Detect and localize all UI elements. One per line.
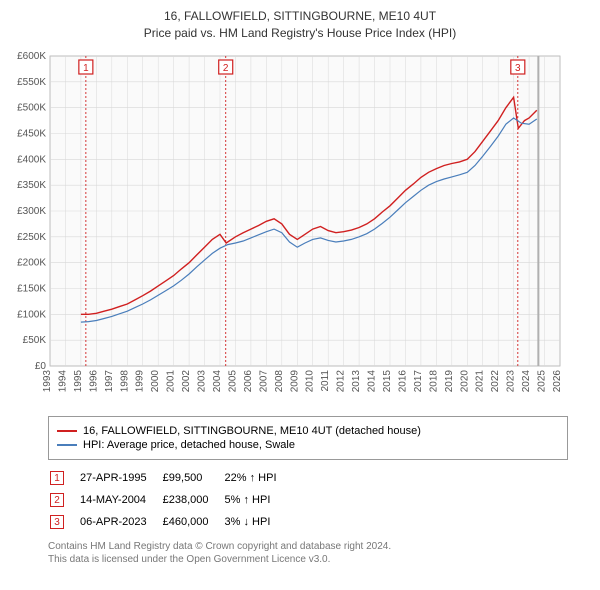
svg-text:2012: 2012 [336,369,347,392]
legend-box: 16, FALLOWFIELD, SITTINGBOURNE, ME10 4UT… [48,416,568,460]
svg-text:1: 1 [83,63,89,74]
legend-row: 16, FALLOWFIELD, SITTINGBOURNE, ME10 4UT… [57,425,559,437]
footnote-line-2: This data is licensed under the Open Gov… [48,553,592,566]
title-line-1: 16, FALLOWFIELD, SITTINGBOURNE, ME10 4UT [8,8,592,25]
sale-row: 1 27-APR-1995£99,50022% ↑ HPI [50,468,291,488]
footnote: Contains HM Land Registry data © Crown c… [48,540,592,566]
sale-delta: 22% ↑ HPI [225,468,291,488]
svg-text:2000: 2000 [150,369,161,392]
svg-text:2001: 2001 [166,369,177,392]
svg-text:1998: 1998 [119,369,130,392]
svg-text:2009: 2009 [289,369,300,392]
svg-text:£400K: £400K [17,154,46,165]
svg-text:2017: 2017 [413,369,424,392]
sale-delta: 5% ↑ HPI [225,490,291,510]
svg-text:2008: 2008 [274,369,285,392]
svg-text:2016: 2016 [397,369,408,392]
svg-text:£100K: £100K [17,309,46,320]
svg-text:£300K: £300K [17,206,46,217]
svg-text:1996: 1996 [88,369,99,392]
svg-text:2022: 2022 [490,369,501,392]
title-line-2: Price paid vs. HM Land Registry's House … [8,25,592,42]
svg-text:£150K: £150K [17,283,46,294]
price-chart: £0£50K£100K£150K£200K£250K£300K£350K£400… [8,48,568,408]
footnote-line-1: Contains HM Land Registry data © Crown c… [48,540,592,553]
svg-text:£450K: £450K [17,128,46,139]
sale-marker-icon: 3 [50,515,64,529]
svg-text:2013: 2013 [351,369,362,392]
sale-price: £460,000 [163,512,223,532]
legend-swatch [57,444,77,446]
svg-text:£350K: £350K [17,180,46,191]
sale-date: 27-APR-1995 [80,468,161,488]
sale-row: 3 06-APR-2023£460,0003% ↓ HPI [50,512,291,532]
svg-text:2005: 2005 [227,369,238,392]
sale-marker-icon: 1 [50,471,64,485]
svg-text:£550K: £550K [17,76,46,87]
svg-text:2015: 2015 [382,369,393,392]
svg-text:1995: 1995 [73,369,84,392]
svg-text:2019: 2019 [444,369,455,392]
sale-delta: 3% ↓ HPI [225,512,291,532]
svg-text:2004: 2004 [212,369,223,392]
chart-container: £0£50K£100K£150K£200K£250K£300K£350K£400… [8,48,592,408]
svg-text:£250K: £250K [17,231,46,242]
svg-text:2025: 2025 [537,369,548,392]
svg-text:1997: 1997 [104,369,115,392]
sale-price: £238,000 [163,490,223,510]
title-block: 16, FALLOWFIELD, SITTINGBOURNE, ME10 4UT… [8,8,592,42]
svg-text:2014: 2014 [367,369,378,392]
legend-row: HPI: Average price, detached house, Swal… [57,439,559,451]
svg-text:1999: 1999 [135,369,146,392]
svg-text:2020: 2020 [459,369,470,392]
svg-text:2010: 2010 [305,369,316,392]
svg-text:3: 3 [515,63,521,74]
svg-text:1994: 1994 [57,369,68,392]
svg-text:£600K: £600K [17,51,46,62]
svg-text:2002: 2002 [181,369,192,392]
svg-text:2024: 2024 [521,369,532,392]
svg-text:2026: 2026 [552,369,563,392]
svg-text:£500K: £500K [17,102,46,113]
sale-price: £99,500 [163,468,223,488]
svg-text:£200K: £200K [17,257,46,268]
svg-text:£50K: £50K [23,335,47,346]
sale-marker-icon: 2 [50,493,64,507]
sale-date: 14-MAY-2004 [80,490,161,510]
svg-text:2023: 2023 [506,369,517,392]
svg-text:2021: 2021 [475,369,486,392]
sale-date: 06-APR-2023 [80,512,161,532]
svg-text:1993: 1993 [42,369,53,392]
svg-text:2: 2 [223,63,229,74]
svg-text:2011: 2011 [320,369,331,391]
sales-table: 1 27-APR-1995£99,50022% ↑ HPI 2 14-MAY-2004… [48,466,293,534]
legend-label: 16, FALLOWFIELD, SITTINGBOURNE, ME10 4UT… [83,425,421,437]
sale-row: 2 14-MAY-2004£238,0005% ↑ HPI [50,490,291,510]
legend-swatch [57,430,77,432]
svg-text:2018: 2018 [428,369,439,392]
legend-label: HPI: Average price, detached house, Swal… [83,439,295,451]
svg-text:2006: 2006 [243,369,254,392]
svg-text:2007: 2007 [258,369,269,392]
svg-text:2003: 2003 [197,369,208,392]
